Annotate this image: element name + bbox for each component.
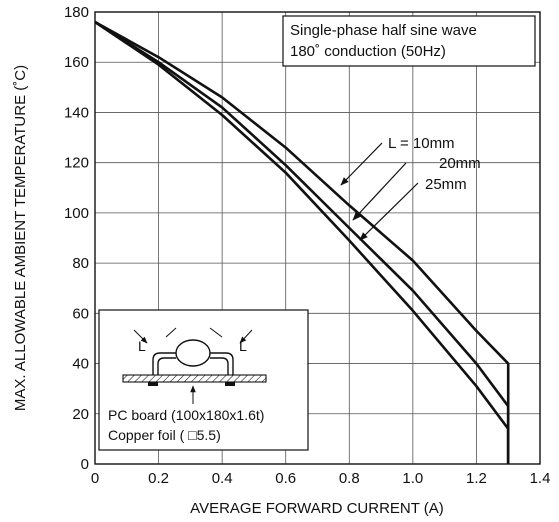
condition-box: Single-phase half sine wave 180˚ conduct… xyxy=(282,15,536,67)
label-arrow-25mm xyxy=(359,182,419,241)
condition-box-frame xyxy=(282,15,536,67)
x-tick-label: 0.6 xyxy=(275,470,296,487)
y-tick-label: 60 xyxy=(72,305,89,322)
condition-line-2: 180˚ conduction (50Hz) xyxy=(290,43,446,60)
lead-right-inner xyxy=(210,357,229,375)
lead-left xyxy=(152,352,176,375)
y-tick-label: 120 xyxy=(64,155,89,172)
y-tick-label: 160 xyxy=(64,54,89,71)
dim-arrow-left-b xyxy=(165,327,177,338)
lead-left-inner xyxy=(157,357,176,375)
condition-line-1: Single-phase half sine wave xyxy=(290,22,477,39)
series-label-10mm: L = 10mm xyxy=(388,135,455,152)
series-line-2 xyxy=(94,20,510,464)
dim-arrow-right-a xyxy=(209,327,223,338)
series-layer xyxy=(94,20,510,464)
x-tick-label: 1.4 xyxy=(530,470,551,487)
curve-labels: L = 10mm 20mm 25mm xyxy=(340,135,481,241)
diode-body xyxy=(175,339,211,367)
mounting-inset: L L PC board (100x180x1.6t) Copper foil … xyxy=(98,309,309,451)
series-label-20mm: 20mm xyxy=(439,155,481,172)
inset-board-label: PC board (100x180x1.6t) xyxy=(108,407,264,423)
inset-foil-label: Copper foil ( □5.5) xyxy=(108,427,221,443)
y-axis-title: MAX. ALLOWABLE AMBIENT TEMPERATURE (˚C) xyxy=(12,65,29,411)
y-tick-label: 80 xyxy=(72,255,89,272)
ticks: 0 0.2 0.4 0.6 0.8 1.0 1.2 1.4 0 20 40 60 80 100 120 140… xyxy=(64,4,550,487)
y-tick-label: 100 xyxy=(64,205,89,222)
x-tick-label: 0.2 xyxy=(148,470,169,487)
lead-right xyxy=(210,352,234,375)
x-tick-label: 0.4 xyxy=(212,470,233,487)
dim-label-left: L xyxy=(138,338,146,354)
y-tick-label: 140 xyxy=(64,104,89,121)
pc-board xyxy=(122,374,267,383)
x-tick-label: 0.8 xyxy=(339,470,360,487)
dim-label-right: L xyxy=(239,338,247,354)
dim-arrow-left-a xyxy=(133,329,148,344)
series-line-0 xyxy=(94,20,510,464)
x-tick-label: 1.2 xyxy=(466,470,487,487)
copper-pad-left xyxy=(148,382,158,386)
label-arrow-20mm xyxy=(352,162,407,221)
y-tick-label: 180 xyxy=(64,4,89,21)
y-tick-label: 0 xyxy=(81,456,89,473)
label-arrow-10mm xyxy=(340,142,383,186)
y-tick-label: 20 xyxy=(72,406,89,423)
x-axis-title: AVERAGE FORWARD CURRENT (A) xyxy=(190,500,444,517)
x-tick-label: 0 xyxy=(91,470,99,487)
plot-frame xyxy=(94,11,541,465)
copper-pad-right xyxy=(225,382,235,386)
y-tick-label: 40 xyxy=(72,356,89,373)
series-label-25mm: 25mm xyxy=(425,176,467,193)
series-line-1 xyxy=(94,20,510,464)
dim-arrow-right-b xyxy=(239,329,253,344)
x-tick-label: 1.0 xyxy=(402,470,423,487)
